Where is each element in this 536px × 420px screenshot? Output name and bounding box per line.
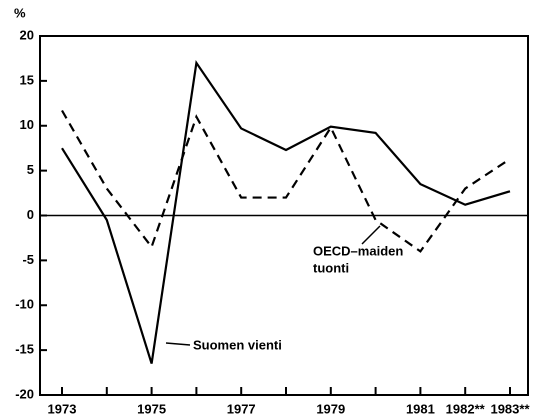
x-tick-label: 1975 (137, 401, 166, 416)
y-tick-label: -5 (22, 252, 34, 267)
leader-line (361, 225, 381, 245)
annotation: tuonti (313, 260, 349, 275)
y-tick-label: 15 (20, 72, 34, 87)
x-tick-label: 1979 (316, 401, 345, 416)
y-tick-label: -10 (15, 297, 34, 312)
x-tick-label: 1973 (48, 401, 77, 416)
leader-line (165, 342, 191, 346)
y-tick-label: 10 (20, 117, 34, 132)
annotation: OECD–maiden (313, 243, 403, 258)
x-tick-label: 1977 (227, 401, 256, 416)
series-line (61, 59, 511, 364)
y-tick-label: -15 (15, 342, 34, 357)
x-tick-label: 1982** (446, 401, 486, 416)
y-tick-label: 20 (20, 27, 34, 42)
x-tick-label: 1983** (490, 401, 530, 416)
y-tick-label: 5 (27, 162, 34, 177)
annotation: Suomen vienti (193, 337, 282, 352)
series-line (61, 109, 511, 253)
x-tick-label: 1981 (406, 401, 435, 416)
y-axis-label: % (14, 5, 26, 20)
y-tick-label: -20 (15, 386, 34, 401)
y-tick-label: 0 (27, 207, 34, 222)
